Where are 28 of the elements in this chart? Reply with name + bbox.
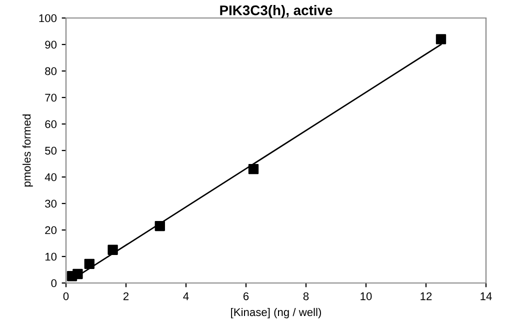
- y-tick-label: 0: [51, 279, 57, 288]
- point: [108, 244, 118, 255]
- y-tick-label: 50: [45, 146, 57, 155]
- y-tick-label: 90: [45, 40, 57, 49]
- y-tick-label: 40: [44, 173, 57, 182]
- x-axis-title: [Kinase] (ng / well): [231, 308, 322, 318]
- y-axis-title: pmoles formed: [22, 114, 33, 187]
- x-tick-label: 2: [123, 292, 129, 300]
- point: [72, 268, 83, 280]
- x-tick-label: 8: [303, 292, 309, 300]
- point: [248, 164, 259, 174]
- x-tick-label: 0: [63, 292, 69, 300]
- x-tick-label: 14: [480, 292, 492, 300]
- y-tick-label: 100: [39, 14, 57, 22]
- x-tick-label: 10: [360, 292, 372, 300]
- point: [154, 220, 165, 232]
- chart-title: PIK3C3(h), active: [220, 5, 332, 18]
- y-tick-label: 10: [45, 252, 57, 261]
- y-tick-label: 70: [45, 94, 57, 102]
- point: [84, 258, 94, 270]
- y-tick-label: 80: [45, 67, 57, 76]
- y-tick-label: 60: [45, 120, 57, 128]
- y-tick-label: 20: [45, 226, 57, 234]
- y-tick-label: 30: [45, 200, 57, 208]
- point: [436, 34, 446, 44]
- x-tick-label: 4: [183, 292, 189, 300]
- x-tick-label: 12: [420, 292, 432, 300]
- x-tick-label: 6: [243, 292, 249, 300]
